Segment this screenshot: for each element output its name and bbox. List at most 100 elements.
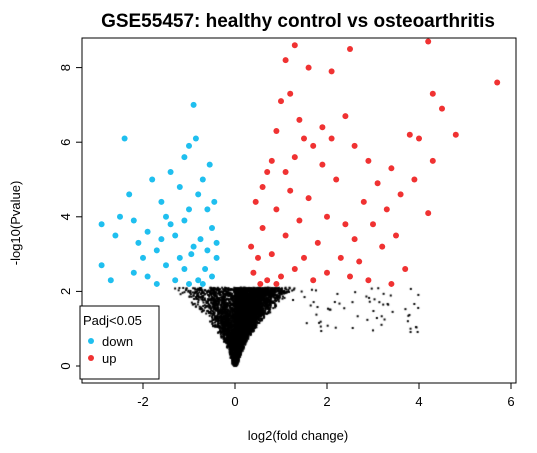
up-point [273,206,280,213]
up-point [365,277,372,284]
down-point [211,198,218,205]
down-point [199,280,206,287]
up-point [257,280,264,287]
legend: Padj<0.05 down up [79,305,160,380]
up-point [425,210,432,217]
up-point [291,266,298,273]
up-point [333,176,340,183]
down-point [181,154,188,161]
down-point [163,262,169,269]
up-point [248,243,255,250]
up-point [324,269,330,276]
x-tick-label: 2 [323,394,330,409]
down-point [149,176,156,183]
x-axis: -2 0 2 4 6 [137,382,515,409]
up-point [402,266,409,273]
up-point [252,198,259,205]
x-tick-label: 4 [415,394,422,409]
up-point [342,221,349,228]
down-point [144,273,151,280]
down-point [158,198,165,205]
down-point [163,213,169,220]
up-point [351,142,358,149]
up-point [370,221,376,228]
up-point [360,198,367,205]
up-point [278,273,284,280]
up-point [365,157,372,164]
up-point [416,135,422,142]
down-point [209,273,215,280]
up-point [328,135,335,142]
down-point [213,254,220,261]
down-point [172,232,179,239]
down-point [153,247,160,254]
up-point [273,128,280,135]
down-point [186,142,192,149]
down-point [176,254,183,261]
legend-label-down: down [102,334,133,349]
down-point [192,135,199,142]
down-point [195,191,202,198]
legend-label-up: up [102,351,116,366]
y-tick-label: 6 [58,139,73,146]
y-tick-label: 2 [58,288,73,295]
up-point [291,154,298,161]
up-point [388,280,395,287]
up-point [319,161,326,168]
down-point [190,243,197,250]
up-point [429,90,436,97]
up-point [259,183,266,190]
up-point [356,258,363,265]
up-point [383,206,390,213]
up-point [264,169,271,176]
up-point [337,254,344,261]
down-point [181,217,188,224]
up-point [406,131,413,138]
up-point [305,195,312,202]
up-point [342,113,349,120]
up-point [319,124,326,131]
down-point [158,236,165,243]
up-point [273,280,280,287]
up-point [301,135,307,142]
up-point [324,213,330,220]
x-tick-label: 0 [231,394,238,409]
down-point [176,183,183,190]
down-point [135,239,142,246]
down-point [199,176,206,183]
up-point [393,232,399,239]
up-point [301,254,307,261]
up-point [287,90,294,97]
up-point [314,239,321,246]
down-point [213,239,220,246]
down-point [197,236,204,243]
down-point [98,262,105,269]
up-point [296,116,303,123]
y-axis-label: -log10(Pvalue) [8,181,23,266]
chart-title: GSE55457: healthy control vs osteoarthri… [101,11,495,32]
down-point [195,277,202,284]
up-point [429,157,436,164]
up-point [328,68,335,75]
y-tick-label: 0 [58,362,73,369]
down-point [186,206,192,213]
up-point [282,57,289,64]
down-point [126,191,133,198]
y-tick-label: 8 [58,64,73,71]
down-point [167,221,174,228]
down-point [186,280,192,287]
down-point [204,247,211,254]
up-point [278,98,284,105]
up-point [310,142,317,149]
down-point [209,224,215,231]
down-point [112,232,119,239]
down-point [107,277,114,284]
up-point [439,105,445,112]
down-point [144,228,151,235]
up-point [310,277,317,284]
up-point [296,217,303,224]
up-point [259,224,266,231]
down-point [190,101,197,108]
up-point [494,79,501,86]
